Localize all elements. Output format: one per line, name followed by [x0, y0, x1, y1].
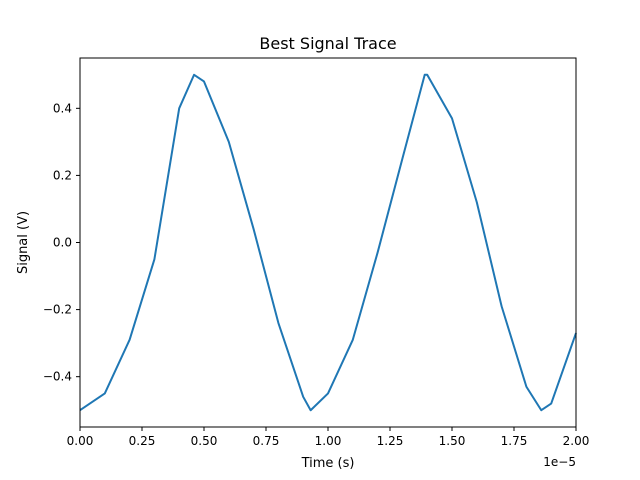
x-tick-label: 1.00 [315, 434, 342, 448]
y-tick-label: 0.2 [53, 168, 72, 182]
signal-series-line [79, 73, 577, 412]
y-tick-label: 0.0 [53, 236, 72, 250]
y-axis-label: Signal (V) [16, 211, 31, 274]
x-axis-offset-label: 1e−5 [543, 455, 576, 469]
x-tick-label: 2.00 [563, 434, 590, 448]
x-tick-label: 0.00 [67, 434, 94, 448]
x-tick-label: 0.50 [191, 434, 218, 448]
y-tick-label: −0.4 [43, 370, 72, 384]
x-tick-label: 0.75 [253, 434, 280, 448]
x-tick-label: 1.25 [377, 434, 404, 448]
y-tick-label: 0.4 [53, 101, 72, 115]
plot-frame [79, 57, 577, 428]
ticks-layer: 0.00 0.25 0.50 0.75 1.00 1.25 1.50 1.75 2.00 −0.4… [43, 101, 590, 448]
chart-title: Best Signal Trace [259, 34, 396, 53]
x-tick-label: 1.50 [439, 434, 466, 448]
y-tick-label: −0.2 [43, 303, 72, 317]
x-tick-label: 1.75 [501, 434, 528, 448]
x-tick-label: 0.25 [129, 434, 156, 448]
series-layer [79, 73, 577, 412]
x-axis-label: Time (s) [301, 456, 355, 471]
